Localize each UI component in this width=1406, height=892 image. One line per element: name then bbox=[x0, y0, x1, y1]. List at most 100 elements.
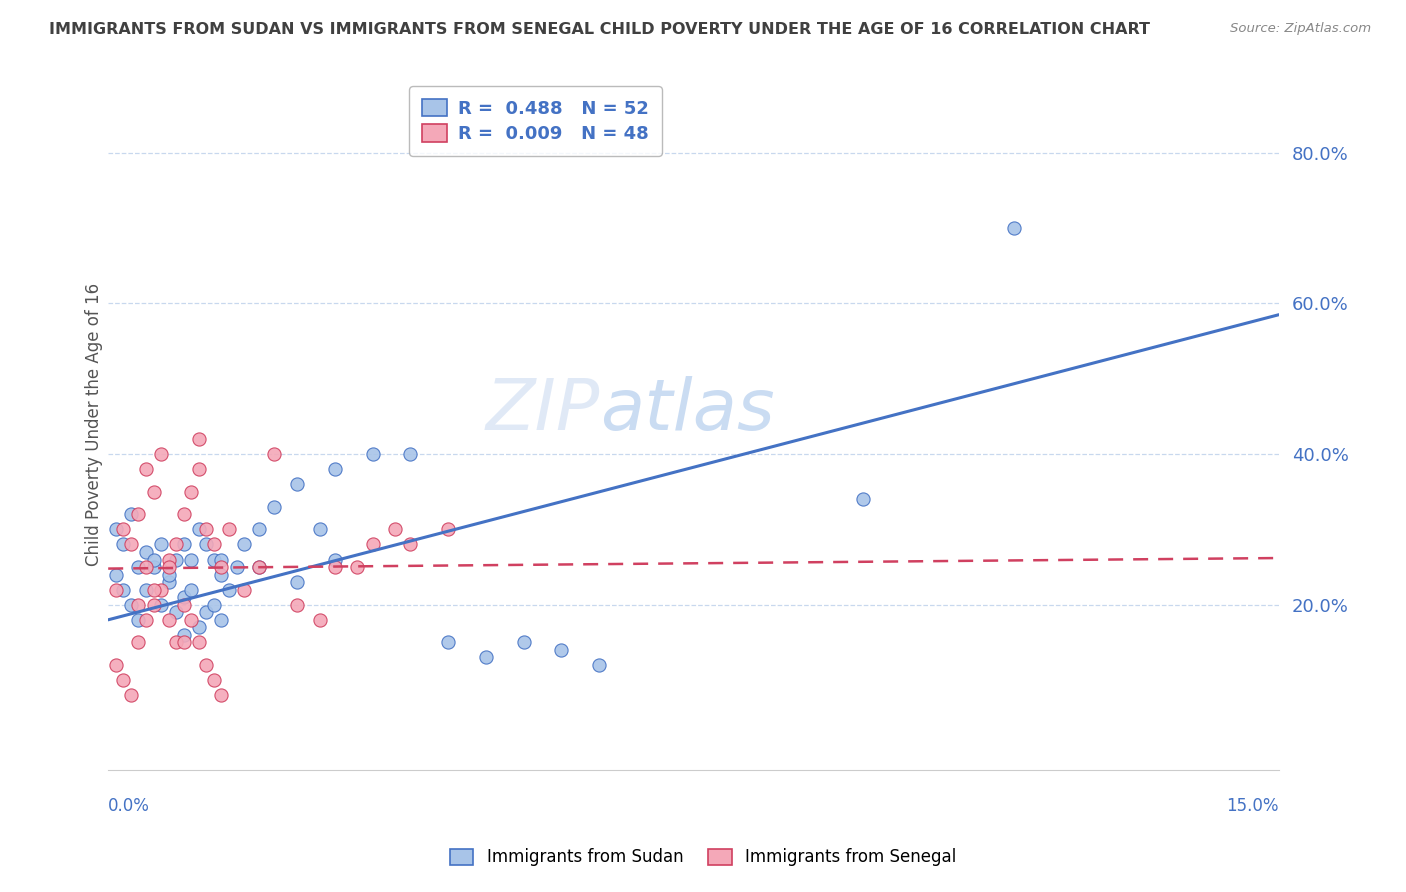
Point bbox=[285, 575, 308, 590]
Point bbox=[142, 484, 165, 499]
Point bbox=[285, 477, 308, 491]
Point bbox=[211, 613, 233, 627]
Point bbox=[135, 462, 157, 476]
Point bbox=[180, 613, 202, 627]
Y-axis label: Child Poverty Under the Age of 16: Child Poverty Under the Age of 16 bbox=[86, 283, 103, 566]
Point bbox=[211, 552, 233, 566]
Point bbox=[475, 650, 498, 665]
Point bbox=[135, 560, 157, 574]
Point bbox=[263, 447, 285, 461]
Point bbox=[202, 673, 225, 687]
Point bbox=[187, 432, 209, 446]
Point bbox=[157, 567, 180, 582]
Point bbox=[165, 635, 187, 649]
Point bbox=[247, 560, 270, 574]
Point bbox=[323, 462, 346, 476]
Point bbox=[437, 635, 460, 649]
Point bbox=[150, 537, 173, 551]
Point bbox=[437, 523, 460, 537]
Point bbox=[187, 462, 209, 476]
Point bbox=[127, 635, 149, 649]
Point bbox=[135, 613, 157, 627]
Point bbox=[588, 658, 610, 673]
Point bbox=[142, 552, 165, 566]
Point bbox=[384, 523, 406, 537]
Point bbox=[187, 620, 209, 634]
Point bbox=[195, 658, 218, 673]
Point bbox=[165, 552, 187, 566]
Point bbox=[150, 582, 173, 597]
Point bbox=[127, 598, 149, 612]
Point bbox=[157, 552, 180, 566]
Point bbox=[202, 537, 225, 551]
Point bbox=[308, 613, 330, 627]
Point bbox=[225, 560, 247, 574]
Point bbox=[157, 560, 180, 574]
Point bbox=[187, 635, 209, 649]
Point bbox=[127, 560, 149, 574]
Point bbox=[142, 582, 165, 597]
Point bbox=[104, 582, 127, 597]
Point bbox=[512, 635, 534, 649]
Point bbox=[165, 537, 187, 551]
Point bbox=[323, 560, 346, 574]
Point bbox=[127, 613, 149, 627]
Point bbox=[180, 484, 202, 499]
Point bbox=[218, 523, 240, 537]
Text: 0.0%: 0.0% bbox=[108, 797, 150, 814]
Point bbox=[112, 537, 135, 551]
Point bbox=[150, 598, 173, 612]
Point bbox=[150, 447, 173, 461]
Point bbox=[112, 582, 135, 597]
Point bbox=[142, 560, 165, 574]
Text: ZIP: ZIP bbox=[485, 376, 600, 444]
Point bbox=[211, 560, 233, 574]
Point bbox=[120, 508, 142, 522]
Point bbox=[285, 598, 308, 612]
Point bbox=[180, 552, 202, 566]
Point bbox=[233, 537, 256, 551]
Point bbox=[247, 523, 270, 537]
Point bbox=[218, 582, 240, 597]
Point bbox=[399, 447, 422, 461]
Point bbox=[120, 537, 142, 551]
Point bbox=[127, 508, 149, 522]
Point bbox=[202, 598, 225, 612]
Point bbox=[120, 688, 142, 702]
Legend: R =  0.488   N = 52, R =  0.009   N = 48: R = 0.488 N = 52, R = 0.009 N = 48 bbox=[409, 87, 662, 156]
Point bbox=[180, 582, 202, 597]
Point bbox=[157, 575, 180, 590]
Text: atlas: atlas bbox=[600, 376, 775, 444]
Point bbox=[399, 537, 422, 551]
Point bbox=[195, 523, 218, 537]
Point bbox=[173, 591, 195, 605]
Text: Source: ZipAtlas.com: Source: ZipAtlas.com bbox=[1230, 22, 1371, 36]
Point bbox=[323, 552, 346, 566]
Point bbox=[195, 537, 218, 551]
Text: 15.0%: 15.0% bbox=[1226, 797, 1278, 814]
Point bbox=[104, 658, 127, 673]
Point bbox=[361, 447, 384, 461]
Point bbox=[142, 598, 165, 612]
Text: IMMIGRANTS FROM SUDAN VS IMMIGRANTS FROM SENEGAL CHILD POVERTY UNDER THE AGE OF : IMMIGRANTS FROM SUDAN VS IMMIGRANTS FROM… bbox=[49, 22, 1150, 37]
Point bbox=[202, 552, 225, 566]
Point bbox=[104, 567, 127, 582]
Point bbox=[104, 523, 127, 537]
Legend: Immigrants from Sudan, Immigrants from Senegal: Immigrants from Sudan, Immigrants from S… bbox=[443, 842, 963, 873]
Point bbox=[211, 688, 233, 702]
Point bbox=[263, 500, 285, 514]
Point bbox=[112, 673, 135, 687]
Point bbox=[852, 492, 875, 507]
Point bbox=[1004, 221, 1026, 235]
Point bbox=[173, 628, 195, 642]
Point bbox=[112, 523, 135, 537]
Point bbox=[135, 582, 157, 597]
Point bbox=[233, 582, 256, 597]
Point bbox=[173, 508, 195, 522]
Point bbox=[195, 605, 218, 619]
Point bbox=[120, 598, 142, 612]
Point bbox=[361, 537, 384, 551]
Point bbox=[211, 567, 233, 582]
Point bbox=[187, 523, 209, 537]
Point bbox=[165, 605, 187, 619]
